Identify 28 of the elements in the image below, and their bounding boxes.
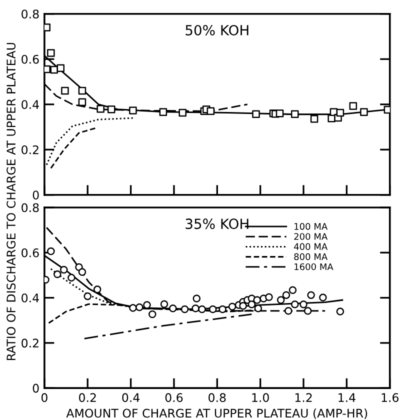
- x-tick-label: 1.0: [252, 393, 269, 402]
- y-tick-label: 0: [32, 190, 39, 200]
- x-tick-label: 0.4: [122, 393, 140, 402]
- legend-label: 200 MA: [294, 233, 328, 240]
- y-tick-label: 0.4: [22, 294, 39, 302]
- x-tick-label: 1.6: [382, 393, 399, 402]
- x-axis-title: AMOUNT OF CHARGE AT UPPER PLATEAU (AMP-HR): [66, 408, 368, 420]
- legend-label: 1600 MA: [294, 263, 334, 270]
- legend-label: 100 MA: [294, 222, 328, 230]
- x-tick-label: 0.2: [79, 393, 96, 402]
- y-tick-label: 0.8: [22, 203, 39, 212]
- text: 35% KOH: [186, 218, 248, 230]
- y-tick-label: 0.2: [22, 338, 38, 348]
- x-tick-label: 0.8: [208, 393, 226, 402]
- y-tick-label: 0: [32, 384, 39, 393]
- text: 50% KOH: [186, 24, 248, 36]
- x-tick-label: 1.2: [295, 393, 312, 402]
- y-tick-label: 0.4: [22, 100, 39, 110]
- legend-label: 800 MA: [294, 253, 328, 260]
- y-tick-label: 0.2: [22, 145, 38, 154]
- x-tick-label: 0: [41, 393, 48, 402]
- y-axis-title: RATIO OF DISCHARGE TO CHARGE AT UPPER PLATEAU: [6, 43, 16, 360]
- legend-label: 400 MA: [294, 243, 328, 250]
- x-tick-label: 0.6: [165, 393, 183, 402]
- y-tick-label: 0.8: [22, 10, 39, 19]
- y-tick-label: 0.6: [22, 248, 39, 258]
- y-tick-label: 0.6: [22, 54, 39, 64]
- x-tick-label: 1.4: [338, 393, 356, 402]
